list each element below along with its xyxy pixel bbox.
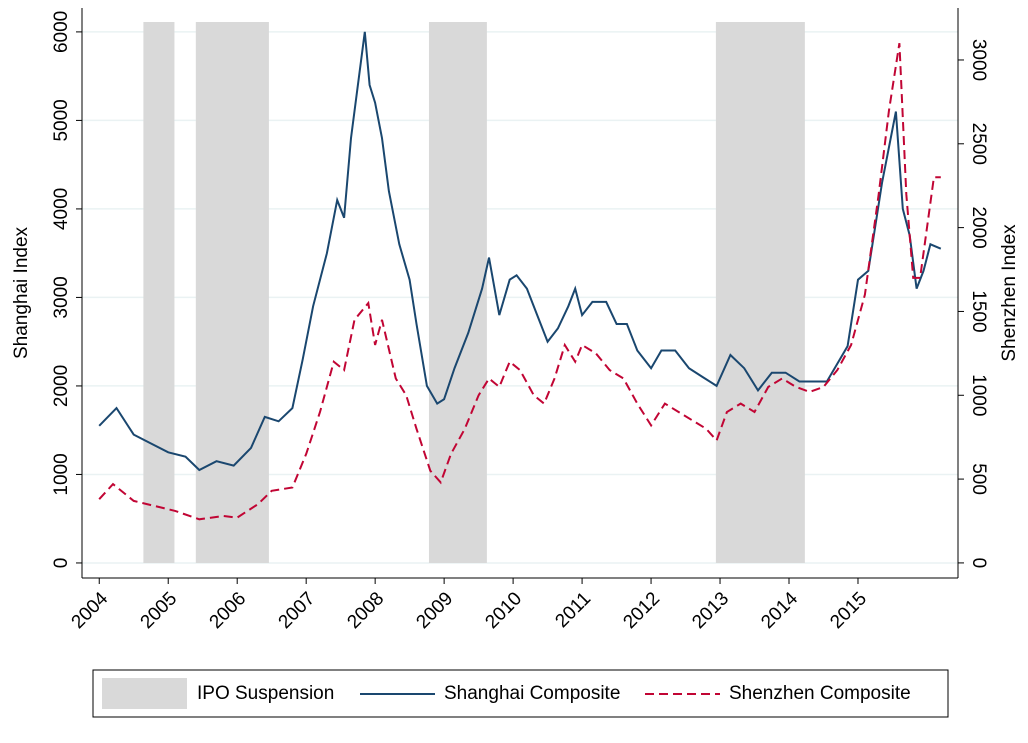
y2-tick-label: 500 xyxy=(968,463,989,495)
y2-tick-label: 3000 xyxy=(968,39,989,81)
x-tick-label: 2015 xyxy=(826,588,871,633)
x-tick-label: 2006 xyxy=(206,588,251,633)
legend-label: IPO Suspension xyxy=(197,683,334,704)
series-line xyxy=(98,31,942,472)
y-tick-label: 2000 xyxy=(51,365,72,407)
y2-axis-title: Shenzhen Index xyxy=(999,224,1020,362)
y-tick-label: 4000 xyxy=(51,188,72,230)
x-tick-label: 2009 xyxy=(412,588,457,633)
y2-tick-label: 1500 xyxy=(968,290,989,332)
ipo-suspension-band xyxy=(715,22,805,563)
y-axis-title: Shanghai Index xyxy=(11,226,32,359)
ipo-suspension-band xyxy=(143,22,175,563)
y-tick-label: 5000 xyxy=(51,99,72,141)
y-tick-label: 6000 xyxy=(51,11,72,53)
y-tick-label: 1000 xyxy=(51,453,72,495)
x-tick-label: 2007 xyxy=(275,588,320,633)
y2-tick-label: 2000 xyxy=(968,206,989,248)
ipo-suspension-band xyxy=(195,22,269,563)
y-tick-label: 3000 xyxy=(51,276,72,318)
x-tick-label: 2004 xyxy=(68,588,113,633)
y2-tick-label: 2500 xyxy=(968,123,989,165)
y2-tick-label: 1000 xyxy=(968,374,989,416)
x-tick-label: 2012 xyxy=(619,588,664,633)
legend-label: Shenzhen Composite xyxy=(729,683,911,704)
series-line xyxy=(98,43,941,521)
x-tick-label: 2010 xyxy=(481,588,526,633)
y2-tick-label: 0 xyxy=(968,558,989,569)
legend-box xyxy=(92,669,949,718)
ipo-suspension-band xyxy=(428,22,487,563)
x-tick-label: 2005 xyxy=(137,588,182,633)
x-tick-label: 2014 xyxy=(757,588,802,633)
legend-swatch xyxy=(102,678,187,709)
x-tick-label: 2008 xyxy=(343,588,388,633)
legend-label: Shanghai Composite xyxy=(444,683,620,704)
y-tick-label: 0 xyxy=(51,558,72,569)
x-tick-label: 2013 xyxy=(688,588,733,633)
x-tick-label: 2011 xyxy=(551,588,595,632)
